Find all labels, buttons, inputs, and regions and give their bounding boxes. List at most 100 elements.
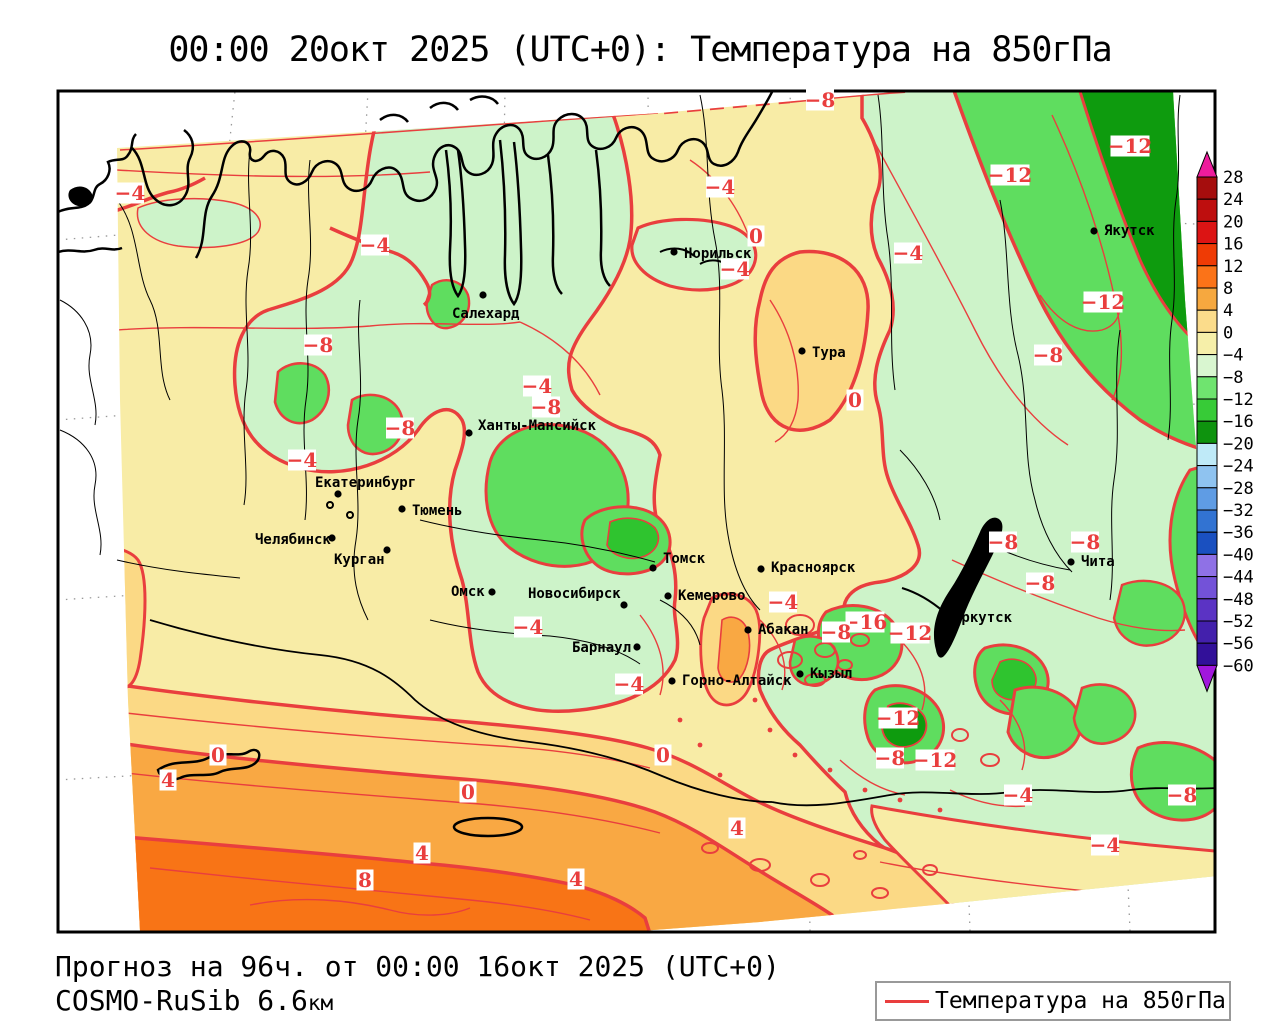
contour-label-box [304, 334, 332, 356]
city-label: Салехард [452, 306, 520, 322]
mountain-contour-texture [701, 614, 1000, 899]
colorbar-cell [1196, 243, 1218, 267]
contour-label-box [876, 747, 904, 769]
city-dot [664, 592, 672, 600]
contour-label: 4 [730, 816, 744, 840]
contour-label-box [209, 744, 227, 766]
legend-line-sample [885, 999, 929, 1003]
city-label: Горно-Алтайск [682, 673, 792, 689]
contour-label: 4 [569, 867, 583, 891]
legend-label: Температура на 850гПа [935, 988, 1226, 1014]
city-label: Абакан [758, 622, 809, 638]
city-dot [479, 291, 487, 299]
contour-label: −12 [988, 163, 1033, 187]
contour-label-box [615, 673, 643, 695]
colorbar-cell [1196, 176, 1218, 200]
colorbar-tick-label: −32 [1223, 501, 1254, 521]
contour-label-box [806, 89, 834, 111]
contour-label-box [459, 781, 477, 803]
colorbar-tick-label: −52 [1223, 612, 1254, 632]
colorbar-cell [1196, 465, 1218, 489]
contour-label-box [747, 225, 765, 247]
temperature-shading [117, 91, 1216, 931]
colorbar-tick-label: 12 [1223, 257, 1243, 277]
contour-label: −4 [705, 175, 736, 199]
city-dot [668, 677, 676, 685]
colorbar-cell [1196, 220, 1218, 245]
contour-label: −8 [1070, 530, 1101, 554]
colorbar-tick-label: −60 [1223, 656, 1254, 676]
city-dot [796, 670, 804, 678]
contour-label-box [532, 396, 560, 418]
colorbar-cell [1196, 576, 1218, 600]
city-dot [328, 534, 336, 542]
city-label: Кемерово [678, 588, 745, 604]
contour-label-box [386, 417, 414, 439]
contour-label-box [356, 869, 374, 891]
contour-label: −4 [522, 374, 553, 398]
colorbar-tick-label: −20 [1223, 434, 1254, 454]
contour-label: −8 [988, 530, 1019, 554]
contour-label: −4 [614, 672, 645, 696]
contour-label-box [721, 258, 749, 280]
contour-label: −4 [1090, 833, 1121, 857]
colorbar-cell [1196, 420, 1218, 444]
contour-label: 0 [656, 743, 670, 767]
colorbar-tick-label: 24 [1223, 190, 1243, 210]
contour-label-box [1168, 784, 1196, 806]
contour-label: −8 [1033, 343, 1064, 367]
contour-label: −4 [115, 181, 146, 205]
contour-label: −4 [1003, 783, 1034, 807]
contour-label-box [728, 817, 746, 839]
contour-label: −4 [768, 590, 799, 614]
coastlines [58, 91, 1003, 838]
contour-label: 0 [749, 224, 763, 248]
colorbar-cell [1196, 309, 1218, 333]
contour-label: 4 [161, 768, 175, 792]
contour-label: −4 [360, 233, 391, 257]
colorbar-tick-label: −12 [1223, 390, 1254, 410]
contour-label: −4 [287, 448, 318, 472]
contour-label-box [846, 389, 864, 411]
city-label: Ханты-Мансийск [478, 418, 597, 434]
contour-label-box [1071, 531, 1099, 553]
colorbar-cell [1196, 487, 1218, 511]
contour-label: −8 [821, 620, 852, 644]
contour-label: 0 [461, 780, 475, 804]
model-name: COSMO-RuSib 6.6 [55, 984, 308, 1017]
city-dot [757, 565, 765, 573]
contour-label-box [413, 842, 431, 864]
lake-issyk-kul [452, 816, 524, 838]
contour-label-box [1026, 572, 1054, 594]
contour-label: 8 [358, 868, 372, 892]
legend-box: Температура на 850гПа [875, 981, 1231, 1021]
contour-label-box [990, 164, 1030, 186]
city-label: Красноярск [771, 560, 856, 576]
model-info: COSMO-RuSib 6.6км [55, 984, 333, 1017]
contour-label-box [915, 749, 955, 771]
city-dot [620, 601, 628, 609]
contour-label: −16 [843, 610, 888, 634]
colorbar-tick-label: 20 [1223, 212, 1243, 232]
city-dot [488, 588, 496, 596]
colorbar-cell [1196, 531, 1218, 555]
city-label: Барнаул [572, 640, 631, 656]
city-dot [744, 626, 752, 634]
colorbar-tick-label: −48 [1223, 590, 1254, 610]
contour-label-box [845, 611, 885, 633]
colorbar-cell [1196, 620, 1218, 644]
contour-label-box [116, 182, 144, 204]
city-dot [649, 564, 657, 572]
city-dot [1067, 558, 1075, 566]
city-dot [398, 505, 406, 513]
colorbar-cell [1196, 509, 1218, 533]
contour-label: −12 [888, 621, 933, 645]
colorbar-tick-label: −8 [1223, 368, 1243, 388]
contour-specks [677, 697, 943, 813]
contour-label: −8 [875, 746, 906, 770]
colorbar-arrow-bottom [1196, 664, 1218, 693]
contour-label-box [1110, 135, 1150, 157]
colorbar-tick-label: −24 [1223, 457, 1254, 477]
contour-label-box [1034, 344, 1062, 366]
